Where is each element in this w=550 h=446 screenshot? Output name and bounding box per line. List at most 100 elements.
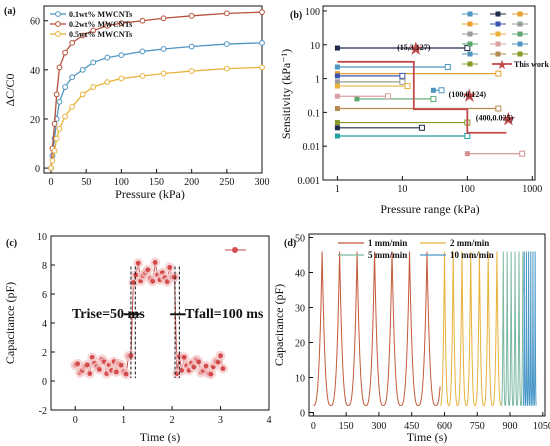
panel-a-series-point (118, 52, 125, 59)
panel-b-ylabel: Sensitivity (kPa⁻¹) (279, 49, 293, 139)
panel-b-legend-marker (495, 11, 501, 17)
panel-c-point (150, 278, 156, 284)
panel-a-series-point (53, 91, 60, 98)
panel-b-ytick-label: 0.01 (303, 142, 321, 153)
panel-b-this-work-star: ★ (409, 41, 424, 58)
panel-a-ytick-label: 60 (30, 17, 40, 28)
panel-a-series-point (69, 39, 76, 46)
panel-b-reference-marker (464, 151, 470, 157)
panel-a-series-point (79, 91, 86, 98)
panel-b-reference-marker (464, 45, 471, 52)
panel-a-series-point (56, 98, 63, 105)
panel-b-reference-marker (495, 105, 502, 112)
panel-c-ytick-label: -2 (39, 406, 47, 417)
panel-c-point (87, 371, 93, 377)
panel-b-legend-this-work-star: ★ (496, 57, 508, 72)
panel-b-reference-marker (404, 83, 411, 90)
panel-b-reference-marker (495, 70, 502, 77)
panel-b-reference-marker (334, 64, 340, 70)
panel-a-series-point (118, 20, 125, 27)
panel-a-series-point (69, 74, 76, 81)
panel-a-series-point (118, 75, 125, 82)
panel-c-legend-marker (232, 247, 238, 253)
panel-d-ylabel: Capacitance (pF) (272, 284, 286, 366)
panel-d-ytick-label: 20 (295, 339, 305, 350)
panel-b-this-work-star: ★ (462, 88, 477, 105)
panel-c-point (130, 280, 136, 285)
panel-b-legend-marker (467, 41, 473, 47)
panel-b-legend-this-work-label: This work (514, 60, 549, 69)
panel-b-ytick-label: 1 (315, 75, 320, 86)
panel-b-legend-marker (495, 41, 501, 47)
panel-d-xtick-label: 750 (470, 421, 485, 432)
panel-b-legend: ★ This work (462, 11, 549, 72)
panel-c-point (218, 353, 223, 359)
panel-b-legend-marker (517, 11, 523, 17)
panel-d-ytick-label: 40 (295, 269, 305, 280)
panel-b-legend-marker (517, 41, 523, 47)
panel-b-reference-marker (334, 120, 340, 126)
panel-c-xtick-label: 0 (73, 415, 78, 426)
panel-c-point (152, 260, 158, 265)
panel-c-xtick-label: 2 (170, 415, 175, 426)
panel-d-ytick-label: 50 (295, 234, 305, 245)
panel-b-reference-marker (334, 106, 340, 112)
panel-b-legend-marker (495, 21, 501, 27)
panel-c-point (181, 354, 187, 360)
panel-c-point (135, 260, 141, 266)
panel-b-reference-marker (464, 133, 471, 140)
panel-d-ytick-label: 30 (295, 304, 305, 315)
panel-b-reference-marker (384, 93, 391, 100)
panel-a-xtick-label: 250 (219, 177, 234, 188)
panel-b-reference-marker (399, 78, 406, 85)
panel-a-series-point (188, 68, 195, 74)
panel-a-legend-label: 0.2wt% MWCNTs (69, 20, 132, 29)
panel-a-series-line-1 (50, 42, 263, 169)
panel-a-series-point (104, 54, 111, 61)
panel-a-xtick-label: 50 (81, 177, 91, 188)
panel-a-series-point (259, 64, 265, 71)
panel-b-reference-marker (438, 87, 445, 94)
panel-b-reference-marker (334, 125, 340, 131)
panel-a-xtick-label: 0 (49, 177, 54, 188)
panel-c-point (97, 367, 102, 372)
panel-a-ytick-label: 20 (30, 115, 40, 126)
panel-d-xtick-label: 450 (404, 421, 419, 432)
panel-a-series-point (90, 84, 97, 90)
panel-a-xtick-label: 200 (184, 177, 199, 188)
panel-a-series-point (104, 22, 111, 29)
panel-c-point (75, 361, 81, 367)
panel-c-point (84, 362, 90, 368)
panel-d-series-line-1 (313, 251, 441, 407)
panel-c-point (167, 264, 173, 270)
panel-a-frame (43, 5, 263, 174)
panel-a-series-point (223, 41, 230, 47)
panel-d-legend-label: 10 mm/min (450, 250, 494, 260)
panel-a-series-point (79, 66, 86, 73)
panel-b-reference-marker (334, 45, 340, 51)
panel-c-xtick-label: 4 (267, 415, 272, 426)
panel-a-series-point (56, 64, 63, 71)
panel-a-series-point (259, 39, 265, 46)
panel-d-xtick-label: 150 (339, 421, 354, 432)
panel-a: (a) 0 50 100 150 200 250 300 0 20 40 60 0.1wt% MWC… (3, 5, 270, 201)
panel-b-ytick-label: 100 (305, 7, 320, 18)
panel-c-ytick-label: 2 (42, 348, 47, 359)
panel-a-series-point (90, 59, 97, 66)
panel-d-ytick-label: 10 (295, 374, 305, 385)
panel-a-series-point (104, 79, 111, 86)
panel-c-point (220, 366, 226, 372)
panel-c-xtick-label: 3 (218, 415, 223, 426)
panel-a-series-point (139, 17, 146, 24)
panel-a-ytick-label: 0 (35, 164, 40, 175)
panel-b-this-work-annotation: (400,0.025) (476, 114, 514, 123)
panel-c-xtick-label: 1 (121, 415, 126, 426)
panel-d-xtick-label: 300 (371, 421, 386, 432)
panel-a-series-point (160, 15, 167, 22)
panel-d-label: (d) (284, 238, 296, 249)
panel-d-series-line-3 (500, 251, 524, 407)
